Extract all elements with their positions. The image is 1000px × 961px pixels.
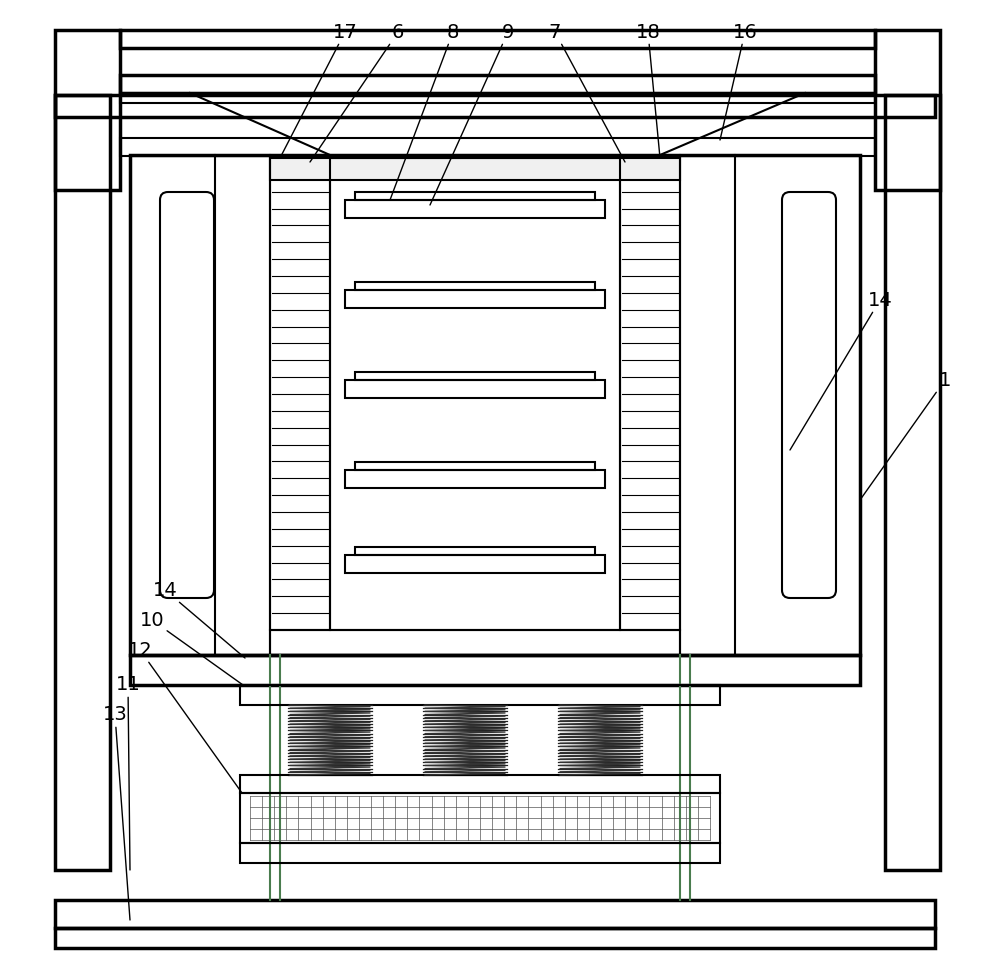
Text: 11: 11	[116, 676, 140, 870]
Bar	[270, 158, 680, 180]
Bar	[240, 775, 720, 793]
Bar	[885, 95, 940, 870]
Bar	[355, 282, 595, 290]
Text: 9: 9	[430, 22, 514, 205]
Bar	[55, 95, 110, 870]
Bar	[875, 30, 940, 190]
Text: 17: 17	[280, 22, 357, 158]
Text: 14: 14	[153, 580, 245, 658]
Bar	[55, 900, 935, 928]
Bar	[120, 30, 875, 48]
Bar	[345, 290, 605, 308]
Bar	[355, 462, 595, 470]
Bar	[355, 192, 595, 200]
Bar	[345, 200, 605, 218]
Bar	[130, 655, 860, 685]
Bar	[120, 75, 875, 93]
Bar	[355, 547, 595, 555]
Text: 12: 12	[128, 640, 242, 793]
Bar	[270, 630, 680, 655]
Bar	[330, 158, 620, 630]
Bar	[120, 93, 875, 103]
Text: 1: 1	[860, 371, 951, 500]
Text: 7: 7	[549, 22, 625, 162]
Text: 6: 6	[310, 22, 404, 162]
Bar	[345, 470, 605, 488]
Text: 10: 10	[140, 610, 243, 685]
Bar	[55, 928, 935, 948]
Bar	[345, 555, 605, 573]
Bar	[240, 793, 720, 843]
Bar	[355, 372, 595, 380]
Bar	[620, 158, 680, 630]
Bar	[345, 380, 605, 398]
Text: 16: 16	[720, 22, 757, 140]
Text: 8: 8	[390, 22, 459, 200]
Text: 14: 14	[790, 290, 892, 450]
Bar	[130, 155, 860, 655]
Bar	[120, 138, 875, 156]
Text: 18: 18	[636, 22, 660, 158]
Bar	[240, 685, 720, 705]
Bar	[55, 30, 120, 190]
Bar	[240, 843, 720, 863]
Text: 13: 13	[103, 705, 130, 920]
Bar	[55, 95, 935, 117]
Bar	[270, 158, 330, 630]
